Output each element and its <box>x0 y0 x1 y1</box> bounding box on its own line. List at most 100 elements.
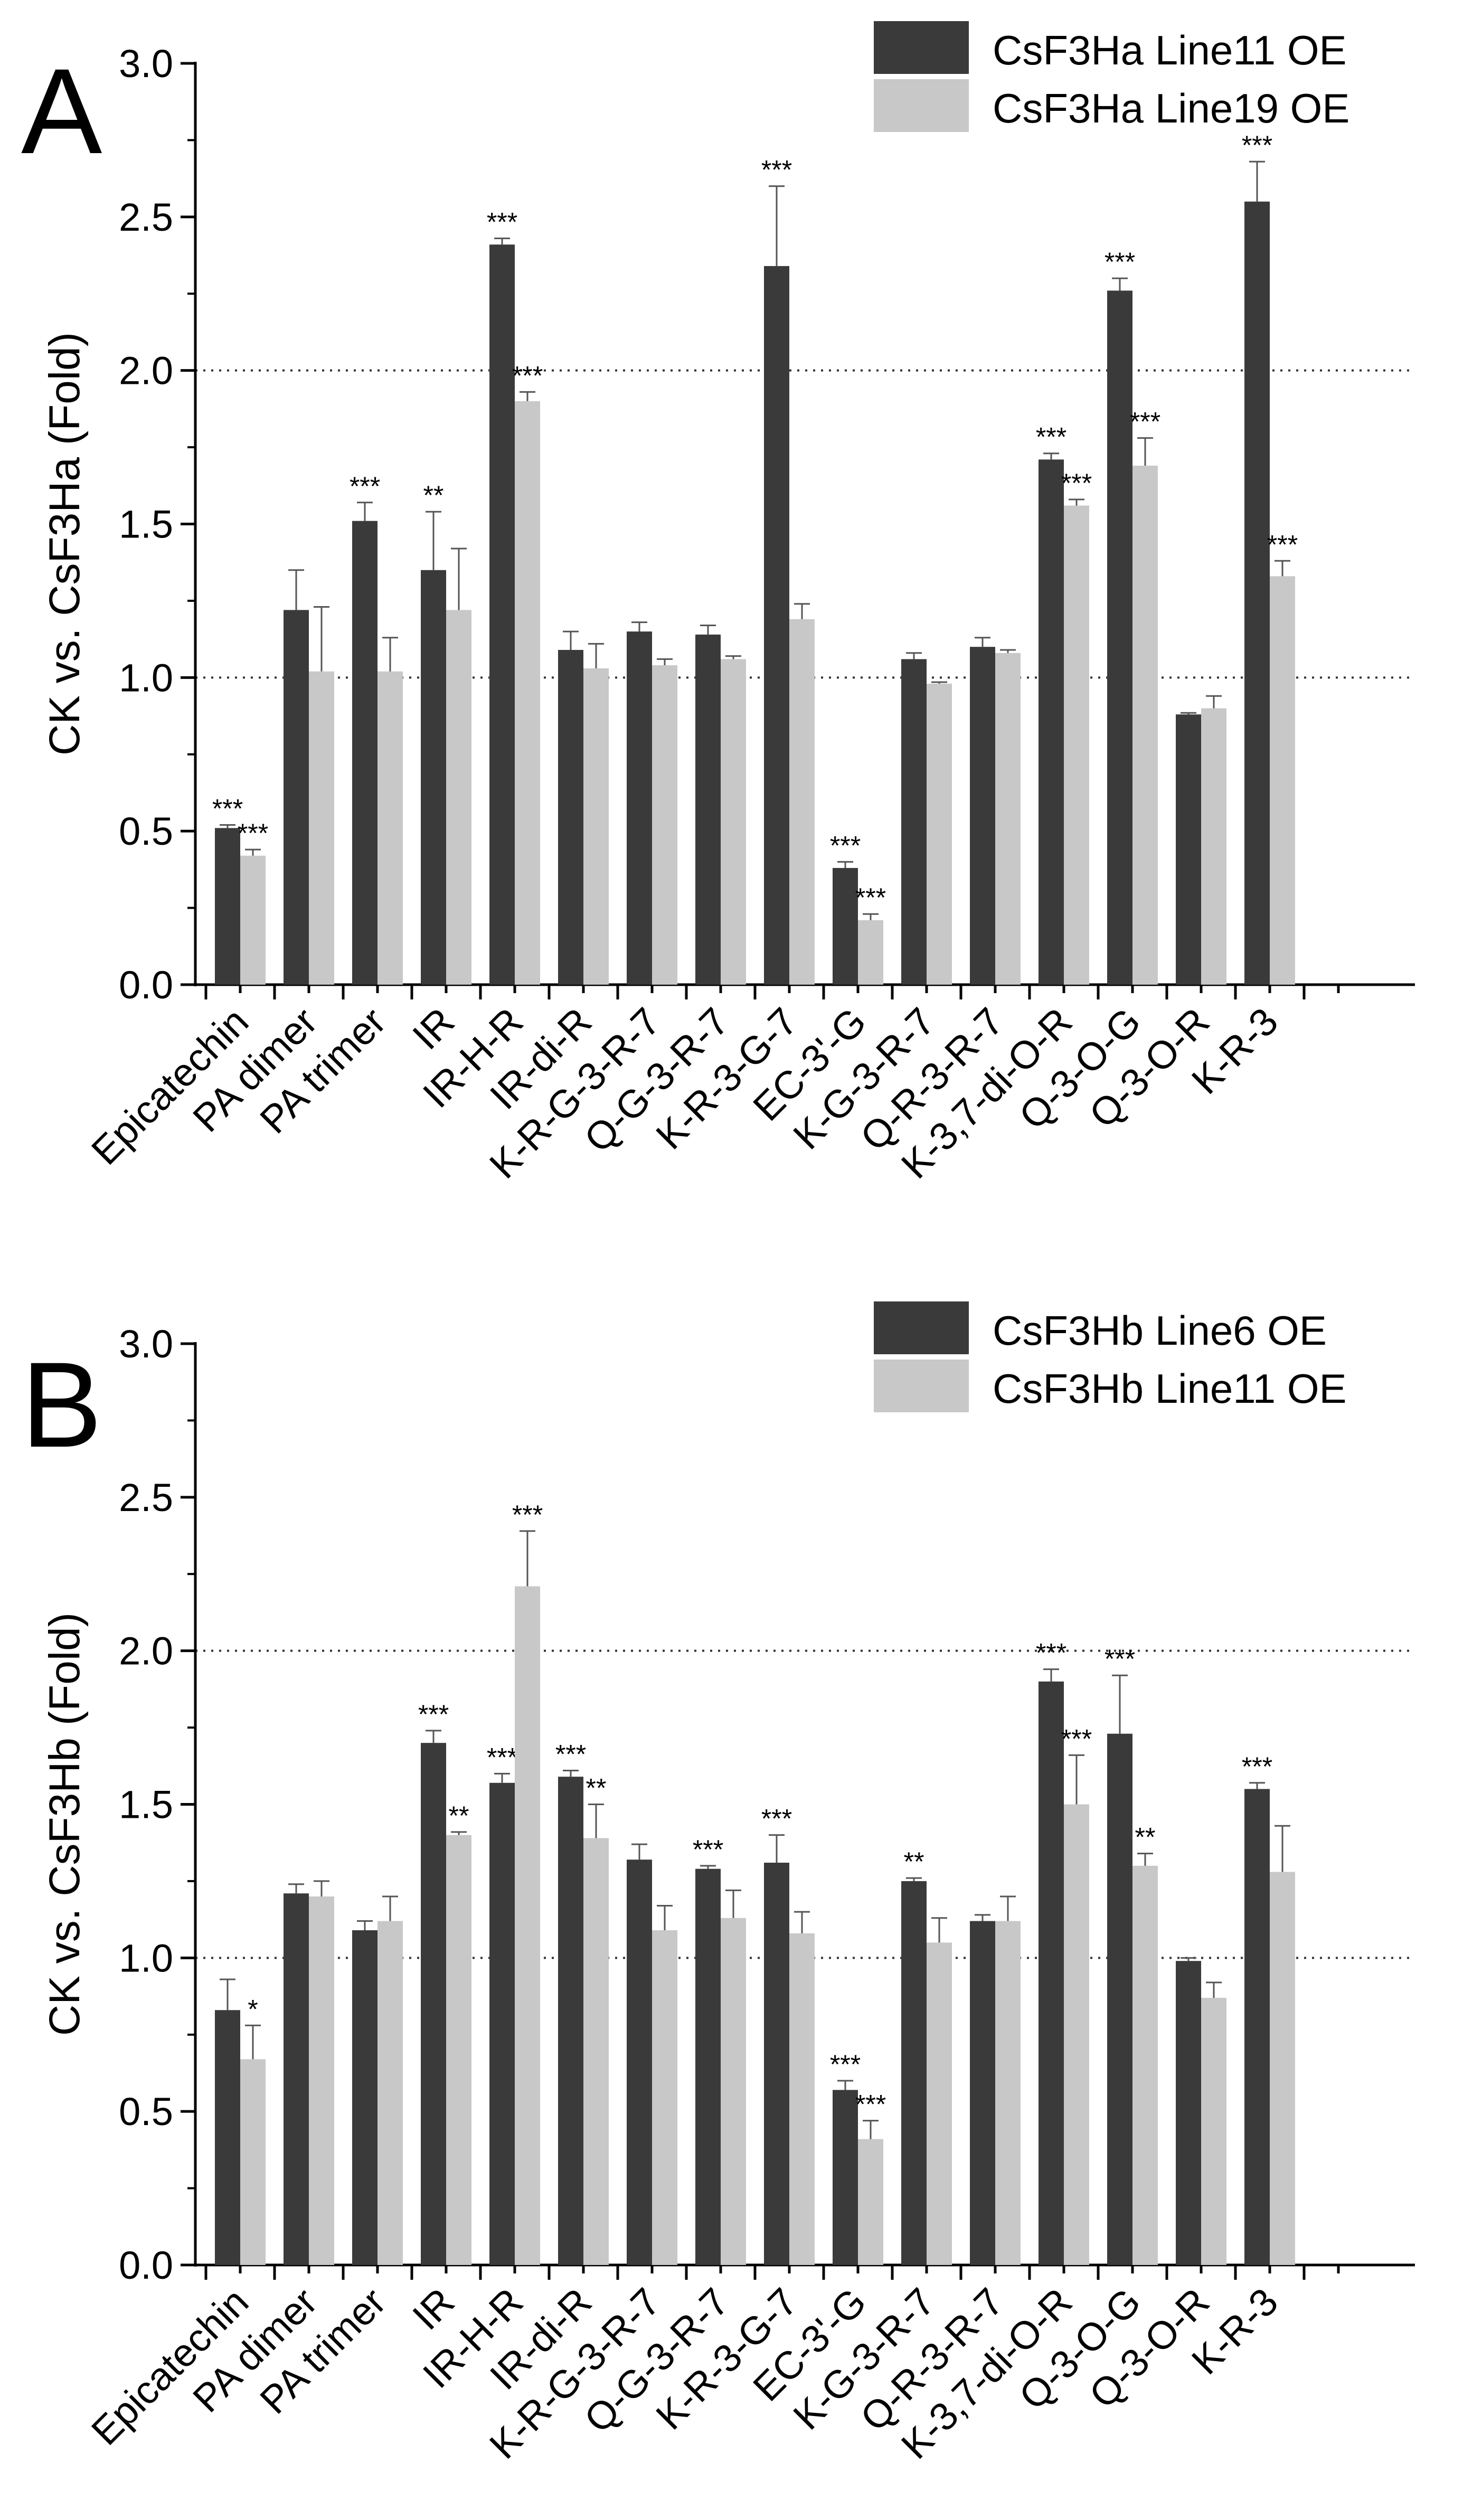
bar-1 <box>489 244 515 985</box>
significance-mark: ** <box>586 1773 607 1803</box>
bar-1 <box>1039 1681 1064 2265</box>
legend: CsF3Ha Line11 OE CsF3Ha Line19 OE <box>874 21 1349 132</box>
significance-mark: ** <box>449 1801 469 1830</box>
y-tick-label: 0.5 <box>119 809 173 853</box>
bar-2 <box>1201 708 1226 985</box>
significance-mark: *** <box>1105 1644 1135 1674</box>
bar-1 <box>421 570 446 985</box>
bar-2 <box>1132 465 1158 985</box>
significance-mark: *** <box>1242 130 1272 160</box>
y-axis-title: CK vs. CsF3Hb (Fold) <box>41 1612 89 2036</box>
bar-1 <box>833 2090 858 2265</box>
bar-2 <box>995 1921 1021 2265</box>
bar-2 <box>652 665 677 985</box>
bar-1 <box>695 634 721 985</box>
bar-2 <box>789 619 815 985</box>
y-tick-label: 2.5 <box>119 195 173 239</box>
bar-2 <box>652 1930 677 2265</box>
bar-1 <box>215 2010 240 2265</box>
bar-1 <box>833 867 858 985</box>
bar-1 <box>970 1921 995 2265</box>
bar-1 <box>352 521 377 985</box>
bar-2 <box>309 1896 334 2265</box>
bar-1 <box>627 1860 652 2265</box>
y-tick-label: 2.5 <box>119 1476 173 1519</box>
bar-1 <box>901 1881 927 2265</box>
significance-mark: *** <box>418 1700 449 1729</box>
bar-1 <box>284 1893 309 2265</box>
y-tick-label: 0.0 <box>119 2243 173 2287</box>
y-tick-label: 2.0 <box>119 349 173 393</box>
bar-2 <box>515 1586 540 2265</box>
significance-mark: *** <box>855 883 886 912</box>
bar-2 <box>858 2139 883 2265</box>
significance-mark: *** <box>512 1500 543 1530</box>
y-tick-label: 1.0 <box>119 1936 173 1980</box>
bar-1 <box>1176 1961 1201 2265</box>
bar-1 <box>695 1868 721 2265</box>
significance-mark: *** <box>761 1804 792 1834</box>
bar-2 <box>240 2059 266 2265</box>
significance-mark: *** <box>487 1742 517 1772</box>
legend-label-series-2: CsF3Hb Line11 OE <box>993 1365 1347 1412</box>
bar-1 <box>1107 290 1132 985</box>
significance-mark: *** <box>830 830 861 860</box>
significance-mark: * <box>248 1994 258 2024</box>
bar-1 <box>1039 459 1064 985</box>
bar-2 <box>583 1838 609 2265</box>
significance-mark: *** <box>830 2050 861 2079</box>
bar-1 <box>764 266 789 985</box>
significance-mark: *** <box>238 818 268 848</box>
significance-mark: *** <box>1036 1638 1066 1668</box>
legend-label-series-1: CsF3Hb Line6 OE <box>993 1307 1327 1354</box>
panel-label: B <box>21 1337 102 1473</box>
significance-mark: ** <box>423 480 444 510</box>
bar-1 <box>558 649 583 985</box>
bar-1 <box>489 1782 515 2265</box>
bar-1 <box>1107 1733 1132 2265</box>
significance-mark: *** <box>555 1740 586 1769</box>
significance-mark: *** <box>1130 407 1160 437</box>
y-tick-label: 0.0 <box>119 963 173 1007</box>
bar-1 <box>215 828 240 985</box>
significance-mark: ** <box>904 1847 924 1876</box>
significance-mark: *** <box>1105 247 1135 277</box>
y-axis-title: CK vs. CsF3Ha (Fold) <box>41 332 89 756</box>
significance-mark: *** <box>512 361 543 390</box>
significance-mark: *** <box>693 1835 723 1864</box>
bar-1 <box>421 1743 446 2265</box>
bar-1 <box>558 1777 583 2265</box>
y-tick-label: 1.0 <box>119 656 173 700</box>
significance-mark: *** <box>1267 530 1298 559</box>
bar-1 <box>970 647 995 985</box>
significance-mark: *** <box>212 794 243 824</box>
bar-2 <box>789 1933 815 2265</box>
bar-2 <box>721 659 746 985</box>
bar-2 <box>927 1942 952 2265</box>
bar-2 <box>927 683 952 985</box>
bar-1 <box>764 1863 789 2265</box>
significance-mark: ** <box>1135 1823 1156 1852</box>
y-tick-label: 1.5 <box>119 1783 173 1827</box>
bar-2 <box>377 671 403 985</box>
significance-mark: *** <box>487 207 517 237</box>
plot-area: 0.00.51.01.52.02.53.0******EpicatechinPA… <box>83 42 1415 1187</box>
significance-mark: *** <box>1242 1752 1272 1781</box>
bar-2 <box>1064 1804 1089 2265</box>
legend-swatch-series-2 <box>874 79 969 132</box>
bar-1 <box>1244 201 1270 985</box>
panel-label: A <box>21 43 102 179</box>
bar-1 <box>1176 714 1201 985</box>
y-tick-label: 3.0 <box>119 42 173 86</box>
bar-2 <box>1270 1872 1295 2265</box>
bar-2 <box>515 401 540 985</box>
legend-swatch-series-1 <box>874 1301 969 1354</box>
y-tick-label: 3.0 <box>119 1322 173 1366</box>
legend-swatch-series-2 <box>874 1360 969 1412</box>
panel-b: B CK vs. CsF3Hb (Fold) CsF3Hb Line6 OE C… <box>21 1301 1415 2467</box>
significance-mark: *** <box>1061 468 1092 498</box>
bar-2 <box>1201 1997 1226 2265</box>
y-tick-label: 0.5 <box>119 2090 173 2134</box>
